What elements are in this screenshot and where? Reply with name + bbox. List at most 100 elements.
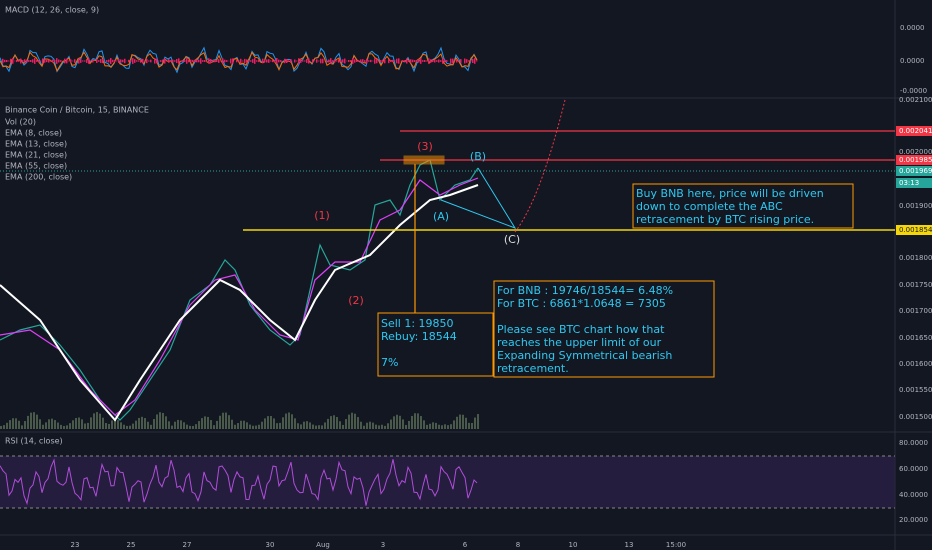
macd-hist	[142, 58, 144, 64]
volume-bar	[456, 416, 458, 429]
macd-hist	[216, 60, 218, 62]
volume-bar	[147, 421, 149, 429]
macd-hist	[396, 58, 398, 64]
volume-bar	[267, 416, 269, 429]
volume-bar	[477, 414, 479, 429]
volume-bar	[255, 425, 257, 429]
volume-bar	[63, 425, 65, 429]
macd-hist	[404, 60, 406, 62]
annotation-text: retracement.	[497, 362, 569, 375]
macd-hist	[6, 59, 8, 63]
macd-hist	[106, 60, 108, 62]
macd-hist	[96, 59, 98, 63]
volume-bar	[213, 425, 215, 429]
volume-bar	[414, 413, 416, 429]
indicator-label: EMA (13, close)	[5, 140, 67, 149]
volume-bar	[159, 412, 161, 429]
time-axis-label: 10	[569, 541, 578, 549]
macd-hist	[128, 59, 130, 63]
macd-hist	[252, 59, 254, 63]
macd-hist	[366, 58, 368, 64]
macd-hist	[390, 59, 392, 63]
volume-bar	[189, 425, 191, 429]
volume-bar	[372, 422, 374, 429]
macd-hist	[432, 59, 434, 63]
volume-bar	[471, 423, 473, 429]
volume-bar	[165, 416, 167, 429]
volume-bar	[411, 415, 413, 429]
volume-bar	[168, 421, 170, 429]
rsi-axis-label: 40.0000	[899, 491, 928, 499]
macd-hist	[178, 58, 180, 64]
macd-hist	[442, 58, 444, 64]
macd-hist	[476, 60, 478, 62]
macd-hist	[268, 59, 270, 63]
macd-hist	[424, 59, 426, 63]
annotation-text: Please see BTC chart how that	[497, 323, 665, 336]
macd-hist	[278, 59, 280, 63]
macd-hist	[286, 58, 288, 64]
macd-hist	[454, 60, 456, 62]
macd-hist	[174, 60, 176, 62]
volume-bar	[378, 425, 380, 429]
wave-label: (C)	[504, 233, 520, 246]
volume-bar	[315, 425, 317, 429]
volume-bar	[387, 423, 389, 429]
macd-hist	[464, 58, 466, 64]
macd-hist	[232, 58, 234, 64]
macd-hist	[222, 58, 224, 64]
rsi-band	[0, 456, 895, 508]
volume-bar	[261, 421, 263, 429]
macd-hist	[274, 59, 276, 63]
macd-hist	[312, 59, 314, 63]
annotation-text: For BNB : 19746/18544= 6.48%	[497, 284, 673, 297]
macd-hist	[212, 60, 214, 62]
macd-hist	[30, 60, 32, 62]
macd-hist	[90, 60, 92, 62]
macd-hist	[110, 58, 112, 64]
macd-hist	[118, 59, 120, 63]
macd-hist	[102, 58, 104, 64]
volume-bar	[273, 418, 275, 429]
indicator-label: EMA (21, close)	[5, 151, 67, 160]
volume-bar	[195, 424, 197, 429]
indicator-label: Vol (20)	[5, 118, 36, 127]
volume-bar	[21, 425, 23, 429]
time-axis-label: 6	[463, 541, 468, 549]
volume-bar	[399, 415, 401, 429]
annotation-text: For BTC : 6861*1.0648 = 7305	[497, 297, 666, 310]
volume-bar	[462, 414, 464, 429]
macd-hist	[330, 58, 332, 64]
macd-hist	[224, 59, 226, 63]
macd-hist	[98, 60, 100, 62]
volume-bar	[120, 422, 122, 429]
volume-bar	[393, 416, 395, 429]
volume-bar	[141, 416, 143, 429]
macd-hist	[86, 59, 88, 63]
volume-bar	[384, 425, 386, 429]
volume-bar	[204, 416, 206, 429]
indicator-label: EMA (55, close)	[5, 162, 67, 171]
volume-bar	[144, 418, 146, 429]
macd-hist	[470, 60, 472, 62]
rsi-axis-label: 80.0000	[899, 439, 928, 447]
macd-hist	[458, 60, 460, 62]
volume-bar	[27, 415, 29, 429]
annotation-text: Rebuy: 18544	[381, 330, 457, 343]
macd-hist	[170, 60, 172, 62]
macd-hist	[130, 60, 132, 62]
volume-bar	[243, 420, 245, 429]
macd-hist	[426, 60, 428, 62]
macd-hist	[398, 58, 400, 64]
macd-hist	[402, 59, 404, 63]
annotation-text: down to complete the ABC	[636, 200, 783, 213]
volume-bar	[420, 416, 422, 429]
volume-bar	[396, 414, 398, 429]
macd-hist	[24, 59, 26, 63]
macd-hist	[422, 60, 424, 62]
macd-hist	[304, 60, 306, 62]
volume-bar	[60, 424, 62, 429]
volume-bar	[282, 417, 284, 429]
price-label: 0.0020412	[899, 127, 932, 135]
